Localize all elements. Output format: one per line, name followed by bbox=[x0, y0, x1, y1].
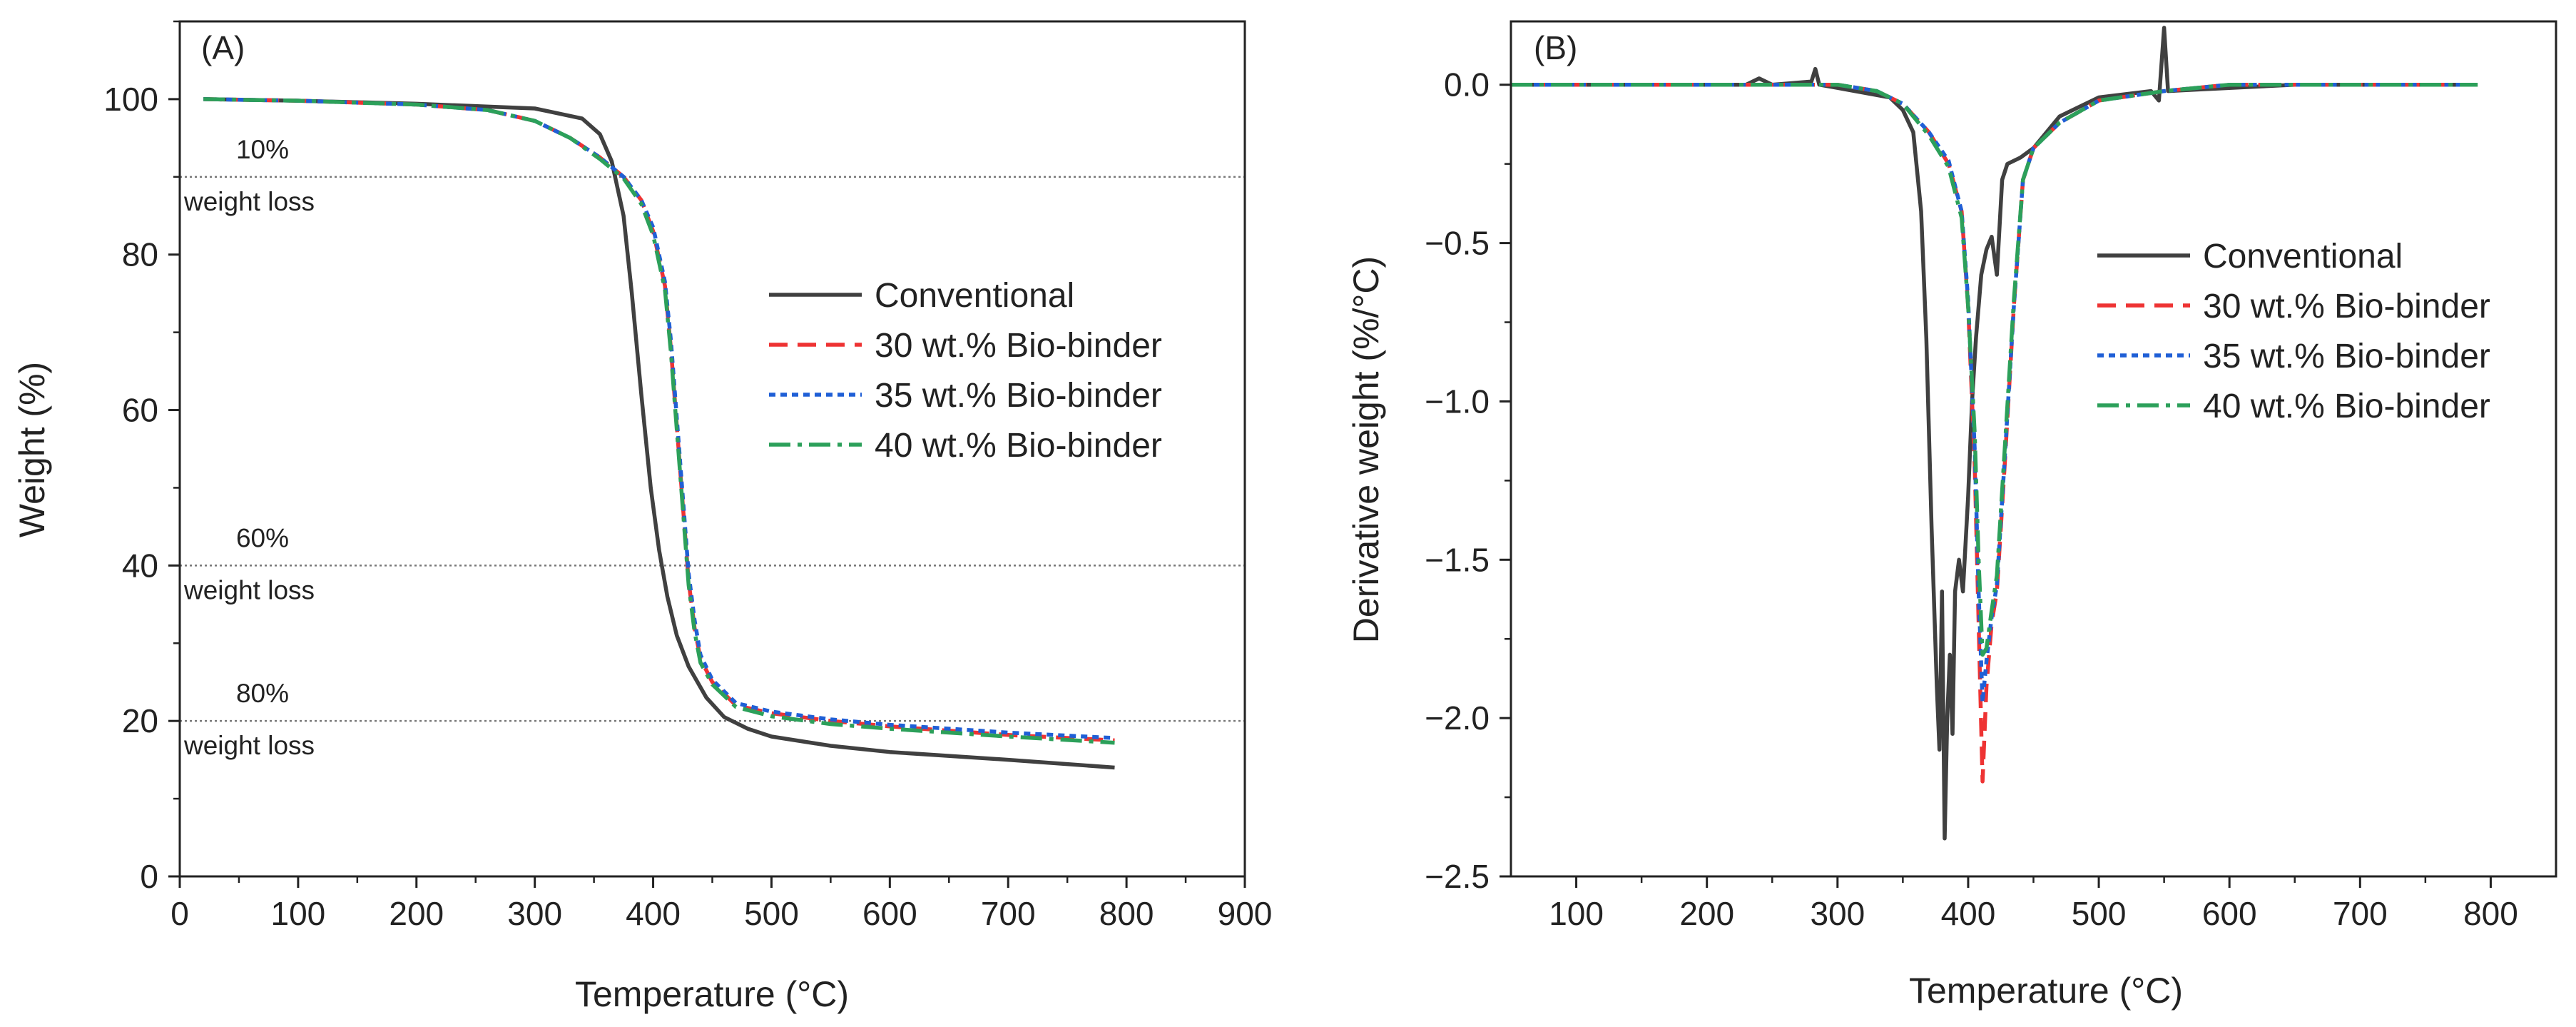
x-tick-label: 500 bbox=[2072, 895, 2127, 932]
legend-label: 30 wt.% Bio-binder bbox=[2203, 288, 2490, 325]
panel-label: (B) bbox=[1534, 29, 1577, 66]
legend-label: 35 wt.% Bio-binder bbox=[2203, 338, 2490, 375]
legend-label: Conventional bbox=[875, 277, 1074, 315]
x-axis-title: Temperature (°C) bbox=[1909, 971, 2183, 1011]
x-tick-label: 100 bbox=[1549, 895, 1604, 932]
y-tick-label: 20 bbox=[122, 702, 158, 739]
reference-label-top: 60% bbox=[236, 523, 289, 552]
y-tick-label: −2.0 bbox=[1425, 699, 1490, 737]
x-tick-label: 600 bbox=[2202, 895, 2257, 932]
y-axis-title: Weight (%) bbox=[12, 362, 52, 537]
x-tick-label: 600 bbox=[862, 895, 917, 932]
y-tick-label: −0.5 bbox=[1425, 225, 1490, 262]
legend: Conventional 30 wt.% Bio-binder 35 wt.% Bi… bbox=[769, 277, 1162, 465]
series-group bbox=[203, 97, 1115, 770]
legend-label: 30 wt.% Bio-binder bbox=[875, 327, 1162, 365]
reference-label-top: 80% bbox=[236, 679, 289, 708]
reference-label-bottom: weight loss bbox=[183, 731, 315, 760]
x-axis-title: Temperature (°C) bbox=[575, 974, 849, 1014]
y-tick-label: 60 bbox=[122, 392, 158, 429]
series-group bbox=[1511, 26, 2478, 841]
chart-panel-a: 10% weight loss 60% weight loss 80% weight lo… bbox=[12, 20, 1273, 1014]
y-tick-label: −1.5 bbox=[1425, 541, 1490, 578]
legend-label: 35 wt.% Bio-binder bbox=[875, 377, 1162, 415]
x-tick-label: 200 bbox=[1679, 895, 1734, 932]
x-tick-label: 300 bbox=[507, 895, 562, 932]
y-tick-label: 0.0 bbox=[1444, 66, 1490, 103]
y-tick-label: 80 bbox=[122, 236, 158, 273]
x-tick-label: 300 bbox=[1810, 895, 1865, 932]
x-tick-label: 700 bbox=[981, 895, 1036, 932]
series-line-30-bio-binder bbox=[203, 97, 1115, 743]
x-tick-label: 200 bbox=[389, 895, 444, 932]
reference-label-bottom: weight loss bbox=[183, 187, 315, 216]
x-tick-label: 800 bbox=[1099, 895, 1154, 932]
x-tick-label: 400 bbox=[1941, 895, 1996, 932]
chart-panel-b: 100 200 300 400 500 600 700 800 0.0 −0.5 −1.0 −1.5 −… bbox=[1346, 20, 2557, 1011]
legend-label: 40 wt.% Bio-binder bbox=[2203, 388, 2490, 425]
x-tick-label: 800 bbox=[2463, 895, 2518, 932]
x-tick-label: 900 bbox=[1218, 895, 1273, 932]
y-tick-label: −1.0 bbox=[1425, 383, 1490, 420]
y-axis-title: Derivative weight (%/°C) bbox=[1346, 256, 1386, 643]
y-tick-label: −2.5 bbox=[1425, 858, 1490, 895]
series-line-35-bio-binder bbox=[203, 97, 1115, 740]
y-tick-label: 0 bbox=[140, 858, 158, 895]
panel-label: (A) bbox=[201, 29, 245, 66]
series-line-40-bio-binder bbox=[203, 97, 1115, 745]
x-tick-label: 700 bbox=[2333, 895, 2388, 932]
series-line-conventional bbox=[1511, 26, 2478, 841]
reference-label-top: 10% bbox=[236, 135, 289, 164]
legend: Conventional 30 wt.% Bio-binder 35 wt.% Bi… bbox=[2097, 238, 2490, 425]
legend-label: Conventional bbox=[2203, 238, 2403, 275]
x-tick-label: 500 bbox=[744, 895, 799, 932]
reference-label-bottom: weight loss bbox=[183, 575, 315, 604]
legend-label: 40 wt.% Bio-binder bbox=[875, 427, 1162, 465]
series-line-30-bio-binder bbox=[1511, 82, 2478, 784]
y-tick-label: 100 bbox=[103, 81, 158, 118]
series-line-35-bio-binder bbox=[1511, 82, 2478, 704]
x-tick-label: 100 bbox=[271, 895, 326, 932]
y-tick-label: 40 bbox=[122, 547, 158, 584]
x-tick-label: 0 bbox=[170, 895, 189, 932]
series-line-conventional bbox=[203, 97, 1115, 770]
series-line-40-bio-binder bbox=[1511, 82, 2478, 657]
x-tick-label: 400 bbox=[626, 895, 681, 932]
